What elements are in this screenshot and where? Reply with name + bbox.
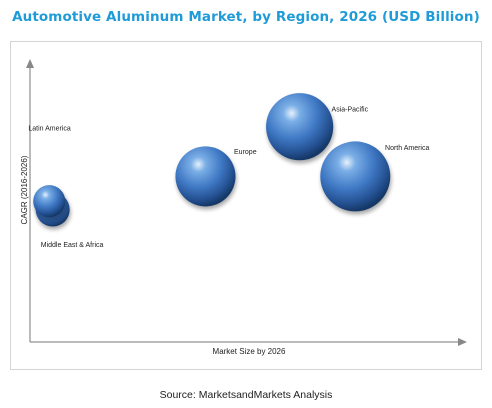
bubble-label-latin-america: Latin America bbox=[28, 126, 71, 133]
source-note: Source: MarketsandMarkets Analysis bbox=[159, 389, 333, 401]
chart-title: Automotive Aluminum Market, by Region, 2… bbox=[12, 9, 480, 25]
bubble-europe bbox=[175, 146, 236, 207]
x-axis-title: Market Size by 2026 bbox=[213, 347, 286, 356]
bubble-label-middle-east-africa: Middle East & Africa bbox=[41, 242, 104, 249]
bubble-label-asia-pacific: Asia-Pacific bbox=[332, 107, 369, 114]
y-axis-title: CAGR (2016-2026) bbox=[20, 155, 29, 224]
bubble-label-europe: Europe bbox=[234, 149, 257, 156]
bubbles-layer: Asia-Pacific North America Europe Latin Ame… bbox=[28, 93, 429, 249]
bubble-label-north-america: North America bbox=[385, 145, 429, 152]
x-axis-arrow bbox=[458, 338, 467, 346]
bubble-asia-pacific bbox=[266, 93, 334, 161]
bubble-latin-america bbox=[33, 185, 66, 218]
y-axis-arrow bbox=[26, 59, 34, 68]
bubble-north-america bbox=[320, 141, 391, 212]
chart-frame bbox=[10, 41, 482, 370]
